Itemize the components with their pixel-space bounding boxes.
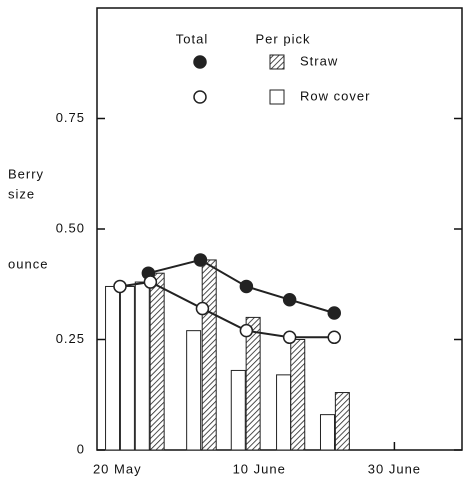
bar [245, 316, 261, 451]
point [113, 279, 127, 294]
bar [319, 414, 335, 451]
x-tick-label: 10 June [233, 461, 286, 476]
x-tick-label: 30 June [368, 461, 421, 476]
point [195, 301, 210, 316]
legend-label: Straw [300, 53, 338, 68]
bar [334, 392, 350, 451]
point [239, 279, 254, 294]
legend-swatch [269, 89, 285, 105]
legend-header: Per pick [256, 31, 311, 46]
point [282, 330, 297, 345]
point [193, 253, 208, 267]
bar [290, 339, 306, 451]
point [239, 323, 254, 338]
legend-dot [193, 55, 207, 69]
bar [201, 259, 217, 451]
point [327, 306, 341, 320]
point [282, 292, 297, 307]
legend-swatch [269, 54, 285, 70]
bar [105, 285, 121, 451]
y-unit: ounce [8, 256, 48, 271]
y-label: size [8, 186, 35, 201]
legend-dot [193, 90, 207, 104]
legend-label: Row cover [300, 88, 370, 103]
bar [119, 285, 135, 451]
point [327, 330, 341, 345]
point [143, 275, 158, 289]
y-tick-label: 0 [77, 441, 85, 456]
y-tick-label: 0.75 [56, 110, 85, 125]
bar [276, 374, 292, 451]
legend-header: Total [176, 31, 208, 46]
bar [149, 272, 165, 451]
y-label: Berry [8, 166, 44, 181]
bar [186, 330, 202, 451]
bar [230, 369, 246, 451]
x-tick-label: 20 May [93, 461, 142, 476]
bar [134, 281, 150, 451]
y-tick-label: 0.50 [56, 220, 85, 235]
y-tick-label: 0.25 [56, 331, 85, 346]
